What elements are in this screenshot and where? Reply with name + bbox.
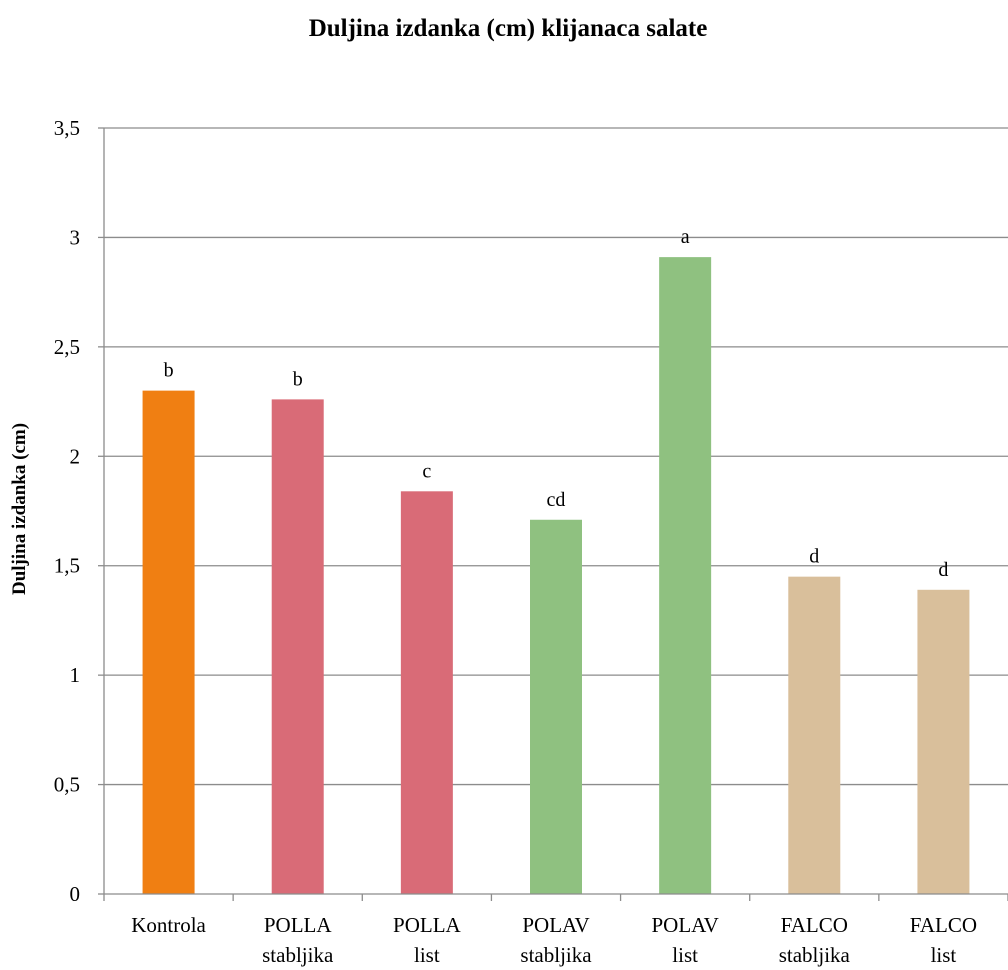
x-category-label: FALCO stabljika (779, 913, 851, 967)
bar-annotation: cd (547, 489, 566, 511)
x-category-labels: Kontrola POLLA stabljika POLLA list POLAV stab… (131, 913, 977, 967)
y-tick-label: 2 (70, 444, 81, 468)
chart-title: Duljina izdanka (cm) klijanaca salate (309, 15, 708, 42)
bar (143, 391, 195, 894)
bar (788, 577, 840, 894)
x-category-label-line: list (931, 943, 957, 967)
y-tick-label: 0 (70, 882, 81, 906)
x-category-label-line: Kontrola (131, 913, 206, 937)
y-tick-label: 0,5 (54, 773, 80, 797)
x-category-label: POLLA stabljika (262, 913, 334, 967)
y-tick-label: 3 (70, 225, 81, 249)
bar (917, 590, 969, 894)
bar-annotation: d (938, 559, 948, 581)
bar (530, 520, 582, 894)
x-category-label-line: list (672, 943, 698, 967)
bar (659, 257, 711, 894)
bar (272, 399, 324, 894)
bar-annotation: b (164, 360, 174, 382)
y-tick-label: 3,5 (54, 116, 80, 140)
bar (401, 491, 453, 894)
x-category-label: POLLA list (393, 913, 462, 967)
bar-annotation: b (293, 368, 303, 390)
bar-annotation: c (422, 460, 431, 482)
x-category-label: POLAV stabljika (520, 913, 592, 967)
bar-annotation: d (809, 546, 819, 568)
x-category-label-line: stabljika (779, 943, 851, 967)
x-category-label-line: POLLA (393, 913, 462, 937)
x-category-label-line: list (414, 943, 440, 967)
y-tick-label: 1,5 (54, 554, 80, 578)
x-category-label: FALCO list (910, 913, 977, 967)
bars (143, 257, 970, 894)
x-category-label-line: POLAV (651, 913, 718, 937)
x-category-label-line: stabljika (262, 943, 334, 967)
x-category-label: POLAV list (651, 913, 718, 967)
x-category-label-line: stabljika (520, 943, 592, 967)
x-category-label: Kontrola (131, 913, 206, 937)
x-category-label-line: FALCO (910, 913, 977, 937)
x-category-label-line: POLAV (522, 913, 589, 937)
y-axis-label: Duljina izdanka (cm) (9, 423, 30, 595)
x-category-label-line: POLLA (264, 913, 333, 937)
y-tick-label: 1 (70, 663, 81, 687)
bar-annotation: a (681, 226, 690, 248)
x-category-label-line: FALCO (781, 913, 848, 937)
y-tick-label: 2,5 (54, 335, 80, 359)
y-tick-labels: 0 0,5 1 1,5 2 2,5 3 3,5 (54, 116, 80, 906)
